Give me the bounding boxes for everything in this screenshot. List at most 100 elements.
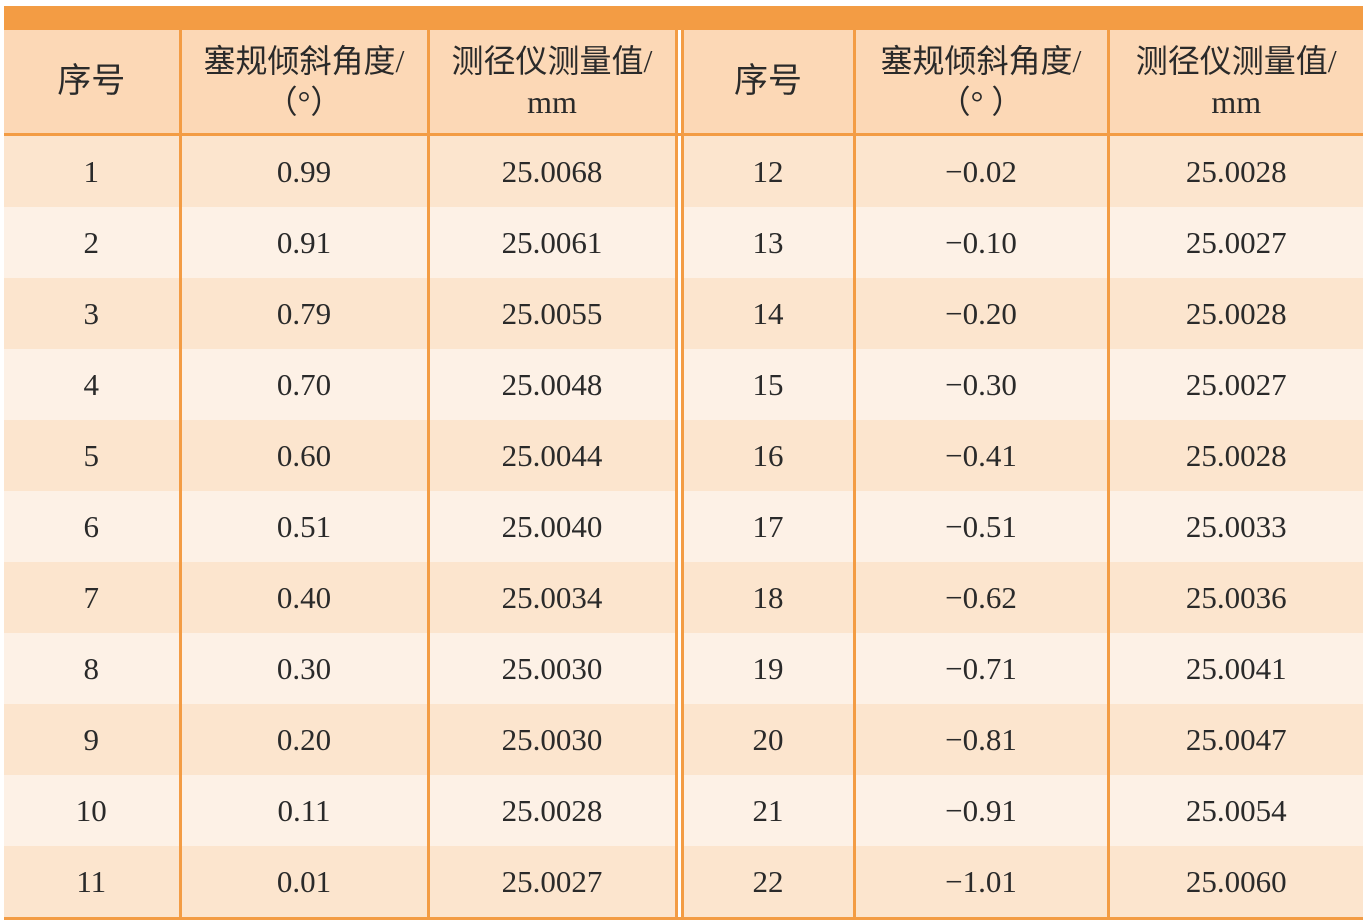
table-row: 10 0.11 25.0028 21 −0.91 25.0054 bbox=[4, 775, 1363, 846]
right-angle-cell: −0.91 bbox=[854, 775, 1110, 846]
header-right-seq: 序号 bbox=[682, 30, 856, 136]
header-left-seq: 序号 bbox=[4, 30, 182, 136]
left-angle-cell: 0.01 bbox=[180, 846, 430, 920]
right-value-cell: 25.0060 bbox=[1108, 846, 1363, 920]
table-header: 序号 塞规倾斜角度/ （°） 测径仪测量值/ mm 序号 塞规倾斜角度/ （° … bbox=[4, 30, 1363, 136]
column-divider bbox=[674, 420, 684, 491]
table-row: 8 0.30 25.0030 19 −0.71 25.0041 bbox=[4, 633, 1363, 704]
right-value-cell: 25.0028 bbox=[1108, 134, 1363, 207]
left-angle-cell: 0.40 bbox=[180, 562, 430, 633]
table-top-band bbox=[4, 6, 1363, 30]
right-angle-cell: −0.71 bbox=[854, 633, 1110, 704]
right-value-cell: 25.0047 bbox=[1108, 704, 1363, 775]
left-value-cell: 25.0048 bbox=[428, 349, 678, 420]
table-row: 9 0.20 25.0030 20 −0.81 25.0047 bbox=[4, 704, 1363, 775]
header-left-value-line1: 测径仪测量值/ bbox=[451, 42, 653, 79]
table-row: 5 0.60 25.0044 16 −0.41 25.0028 bbox=[4, 420, 1363, 491]
column-divider bbox=[674, 491, 684, 562]
measurement-table: 序号 塞规倾斜角度/ （°） 测径仪测量值/ mm 序号 塞规倾斜角度/ （° … bbox=[4, 30, 1363, 920]
left-seq-cell: 7 bbox=[4, 562, 182, 633]
header-left-angle-line1: 塞规倾斜角度/ bbox=[203, 42, 405, 79]
header-row: 序号 塞规倾斜角度/ （°） 测径仪测量值/ mm 序号 塞规倾斜角度/ （° … bbox=[4, 30, 1363, 136]
right-seq-cell: 17 bbox=[682, 491, 856, 562]
right-angle-cell: −0.20 bbox=[854, 278, 1110, 349]
right-value-cell: 25.0028 bbox=[1108, 420, 1363, 491]
right-seq-cell: 21 bbox=[682, 775, 856, 846]
table-row: 2 0.91 25.0061 13 −0.10 25.0027 bbox=[4, 207, 1363, 278]
right-angle-cell: −0.81 bbox=[854, 704, 1110, 775]
left-value-cell: 25.0030 bbox=[428, 633, 678, 704]
left-angle-cell: 0.70 bbox=[180, 349, 430, 420]
left-value-cell: 25.0055 bbox=[428, 278, 678, 349]
column-divider bbox=[674, 278, 684, 349]
right-value-cell: 25.0036 bbox=[1108, 562, 1363, 633]
header-right-angle-line1: 塞规倾斜角度/ bbox=[880, 42, 1082, 79]
right-seq-cell: 22 bbox=[682, 846, 856, 920]
table-row: 1 0.99 25.0068 12 −0.02 25.0028 bbox=[4, 134, 1363, 207]
left-angle-cell: 0.51 bbox=[180, 491, 430, 562]
right-angle-cell: −0.02 bbox=[854, 134, 1110, 207]
column-divider bbox=[674, 134, 684, 207]
right-value-cell: 25.0027 bbox=[1108, 349, 1363, 420]
left-angle-cell: 0.11 bbox=[180, 775, 430, 846]
right-angle-cell: −0.51 bbox=[854, 491, 1110, 562]
column-divider bbox=[674, 704, 684, 775]
left-seq-cell: 8 bbox=[4, 633, 182, 704]
table-row: 6 0.51 25.0040 17 −0.51 25.0033 bbox=[4, 491, 1363, 562]
table-row: 3 0.79 25.0055 14 −0.20 25.0028 bbox=[4, 278, 1363, 349]
right-seq-cell: 13 bbox=[682, 207, 856, 278]
column-divider bbox=[674, 562, 684, 633]
left-value-cell: 25.0040 bbox=[428, 491, 678, 562]
table-body: 1 0.99 25.0068 12 −0.02 25.0028 2 0.91 25.0061 13… bbox=[4, 134, 1363, 920]
left-angle-cell: 0.79 bbox=[180, 278, 430, 349]
right-seq-cell: 20 bbox=[682, 704, 856, 775]
left-value-cell: 25.0030 bbox=[428, 704, 678, 775]
left-value-cell: 25.0044 bbox=[428, 420, 678, 491]
left-angle-cell: 0.99 bbox=[180, 134, 430, 207]
table-row: 11 0.01 25.0027 22 −1.01 25.0060 bbox=[4, 846, 1363, 920]
left-value-cell: 25.0034 bbox=[428, 562, 678, 633]
right-angle-cell: −0.30 bbox=[854, 349, 1110, 420]
header-right-value-line1: 测径仪测量值/ bbox=[1135, 42, 1337, 79]
header-right-angle-line2: （° ） bbox=[938, 83, 1024, 120]
left-angle-cell: 0.20 bbox=[180, 704, 430, 775]
table-row: 4 0.70 25.0048 15 −0.30 25.0027 bbox=[4, 349, 1363, 420]
right-value-cell: 25.0027 bbox=[1108, 207, 1363, 278]
left-seq-cell: 4 bbox=[4, 349, 182, 420]
header-left-value: 测径仪测量值/ mm bbox=[428, 30, 678, 136]
column-divider bbox=[674, 207, 684, 278]
right-angle-cell: −0.41 bbox=[854, 420, 1110, 491]
left-angle-cell: 0.30 bbox=[180, 633, 430, 704]
right-value-cell: 25.0028 bbox=[1108, 278, 1363, 349]
column-divider bbox=[674, 30, 684, 136]
right-seq-cell: 19 bbox=[682, 633, 856, 704]
left-value-cell: 25.0028 bbox=[428, 775, 678, 846]
left-seq-cell: 10 bbox=[4, 775, 182, 846]
left-seq-cell: 11 bbox=[4, 846, 182, 920]
header-right-angle: 塞规倾斜角度/ （° ） bbox=[854, 30, 1110, 136]
header-left-angle: 塞规倾斜角度/ （°） bbox=[180, 30, 430, 136]
right-value-cell: 25.0033 bbox=[1108, 491, 1363, 562]
table-row: 7 0.40 25.0034 18 −0.62 25.0036 bbox=[4, 562, 1363, 633]
column-divider bbox=[674, 775, 684, 846]
header-right-value-line2: mm bbox=[1211, 83, 1262, 120]
right-value-cell: 25.0041 bbox=[1108, 633, 1363, 704]
column-divider bbox=[674, 846, 684, 920]
right-seq-cell: 12 bbox=[682, 134, 856, 207]
right-value-cell: 25.0054 bbox=[1108, 775, 1363, 846]
header-left-angle-line2: （°） bbox=[265, 83, 343, 120]
right-angle-cell: −0.10 bbox=[854, 207, 1110, 278]
header-left-value-line2: mm bbox=[527, 83, 577, 120]
right-angle-cell: −0.62 bbox=[854, 562, 1110, 633]
right-seq-cell: 18 bbox=[682, 562, 856, 633]
column-divider bbox=[674, 633, 684, 704]
column-divider bbox=[674, 349, 684, 420]
right-angle-cell: −1.01 bbox=[854, 846, 1110, 920]
left-value-cell: 25.0061 bbox=[428, 207, 678, 278]
header-right-value: 测径仪测量值/ mm bbox=[1108, 30, 1363, 136]
left-seq-cell: 9 bbox=[4, 704, 182, 775]
right-seq-cell: 16 bbox=[682, 420, 856, 491]
left-angle-cell: 0.60 bbox=[180, 420, 430, 491]
left-angle-cell: 0.91 bbox=[180, 207, 430, 278]
